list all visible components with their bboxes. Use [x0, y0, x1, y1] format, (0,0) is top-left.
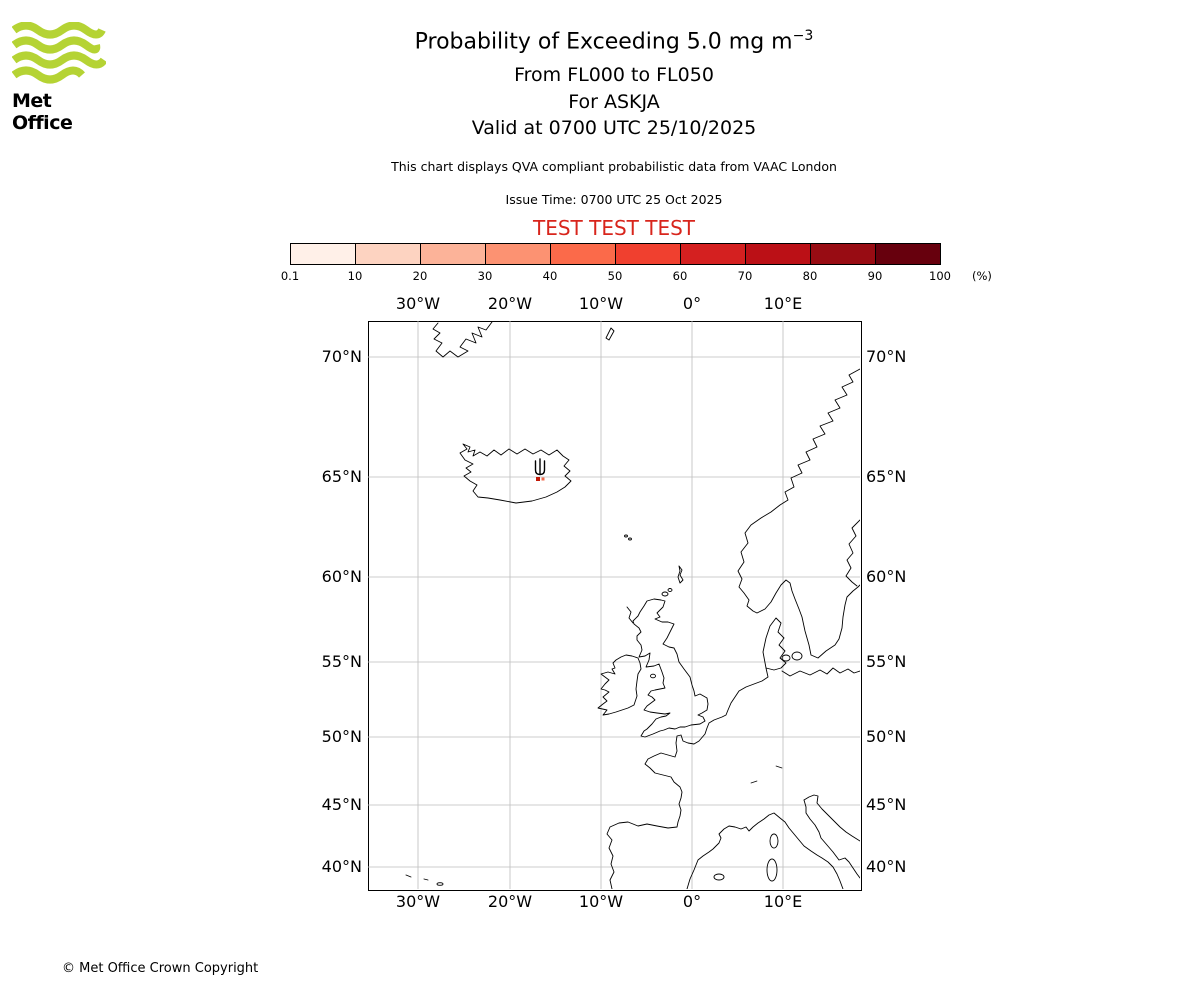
island-azores-2 [423, 878, 429, 881]
lat-label-60n-left: 60°N [321, 567, 362, 586]
lat-label-60n-right: 60°N [866, 567, 907, 586]
colorbar-tick: 0.1 [280, 269, 300, 283]
lat-label-55n-right: 55°N [866, 652, 907, 671]
lake-geneva [750, 780, 758, 784]
colorbar-tick-labels: 0.1 10 20 30 40 50 60 70 80 90 100 [281, 269, 1010, 285]
lon-label-20w-bottom: 20°W [487, 892, 533, 911]
qva-disclaimer: This chart displays QVA compliant probab… [391, 159, 837, 174]
met-office-logo: Met Office [11, 21, 112, 134]
coastline-norway-sweden [737, 368, 860, 659]
lon-label-0-bottom: 0° [682, 892, 702, 911]
lat-label-70n-right: 70°N [866, 347, 907, 366]
subtitle-flight-levels: From FL000 to FL050 [514, 64, 714, 86]
island-azores-1 [405, 874, 412, 878]
colorbar-segment [681, 244, 746, 264]
island-faroe-2 [628, 537, 632, 541]
colorbar-segment [876, 244, 940, 264]
colorbar-tick: 30 [477, 269, 493, 283]
lat-label-65n-left: 65°N [321, 467, 362, 486]
probability-area [536, 477, 545, 481]
colorbar-segment [811, 244, 876, 264]
colorbar-segment [746, 244, 811, 264]
coastlines [405, 321, 860, 889]
coastline-jan-mayen [605, 327, 615, 341]
colorbar-segment [356, 244, 421, 264]
lon-label-10w-bottom: 10°W [578, 892, 624, 911]
coastline-italy-east [803, 799, 860, 879]
lat-label-40n-left: 40°N [321, 857, 362, 876]
coastline-continental-west [606, 667, 769, 889]
colorbar-tick: 50 [607, 269, 623, 283]
island-orkney-1 [661, 591, 669, 597]
coastline-baltic-south [781, 667, 860, 677]
island-mallorca [713, 873, 725, 881]
island-zealand [791, 651, 803, 661]
probability-colorbar [290, 243, 941, 265]
colorbar-tick: 70 [737, 269, 753, 283]
colorbar-segment [486, 244, 551, 264]
lat-label-40n-right: 40°N [866, 857, 907, 876]
map-gridlines [368, 321, 860, 889]
lat-label-55n-left: 55°N [321, 652, 362, 671]
colorbar-segment [421, 244, 486, 264]
coastline-iceland [459, 443, 572, 504]
island-corsica [769, 833, 779, 849]
met-office-wordmark: Met Office [12, 90, 73, 134]
island-shetland [677, 565, 684, 584]
lake-constance [775, 765, 783, 769]
lon-label-30w-bottom: 30°W [395, 892, 441, 911]
lat-label-45n-right: 45°N [866, 795, 907, 814]
copyright-notice: © Met Office Crown Copyright [62, 961, 259, 976]
lat-label-50n-right: 50°N [866, 727, 907, 746]
coastline-adriatic-east [803, 794, 860, 842]
island-hebrides [626, 606, 634, 624]
coastline-mediterranean [686, 812, 844, 889]
colorbar-segment [616, 244, 681, 264]
page-title-exponent: −3 [792, 28, 814, 44]
lat-label-65n-right: 65°N [866, 467, 907, 486]
colorbar-segment [551, 244, 616, 264]
colorbar-segment [291, 244, 356, 264]
issue-time: Issue Time: 0700 UTC 25 Oct 2025 [505, 192, 723, 207]
coastline-sweden-east [845, 519, 860, 587]
test-banner: TEST TEST TEST [532, 216, 695, 240]
map-svg [368, 321, 860, 889]
met-office-logo-waves [11, 21, 108, 84]
island-azores-3 [436, 882, 444, 886]
lon-label-20w-top: 20°W [487, 294, 533, 313]
lat-label-45n-left: 45°N [321, 795, 362, 814]
colorbar-tick: 40 [542, 269, 558, 283]
page-title: Probability of Exceeding 5.0 mg m−3 [28, 28, 1200, 54]
lat-label-70n-left: 70°N [321, 347, 362, 366]
subtitle-valid-time: Valid at 0700 UTC 25/10/2025 [471, 117, 757, 139]
coastline-ireland [597, 654, 642, 716]
lon-label-0-top: 0° [682, 294, 702, 313]
lon-label-10w-top: 10°W [578, 294, 624, 313]
volcano-marker-icon [534, 458, 546, 476]
page-title-text: Probability of Exceeding 5.0 mg m [414, 29, 793, 55]
lon-label-10e-bottom: 10°E [763, 892, 803, 911]
lon-label-30w-top: 30°W [395, 294, 441, 313]
subtitle-volcano: For ASKJA [568, 91, 660, 113]
island-orkney-2 [667, 588, 673, 592]
coastline-denmark [762, 617, 787, 671]
coastline-great-britain [632, 598, 709, 738]
colorbar-tick: 10 [347, 269, 363, 283]
lat-label-50n-left: 50°N [321, 727, 362, 746]
colorbar-tick: 90 [867, 269, 883, 283]
colorbar-tick: 60 [672, 269, 688, 283]
coastline-greenland [432, 321, 493, 358]
island-sardinia [766, 858, 778, 882]
island-funen [781, 654, 791, 662]
colorbar-unit-label: (%) [972, 269, 992, 283]
colorbar-tick: 100 [929, 269, 951, 283]
island-man [650, 673, 656, 679]
map-frame [368, 321, 862, 891]
island-faroe-1 [624, 534, 628, 538]
lon-label-10e-top: 10°E [763, 294, 803, 313]
colorbar-tick: 20 [412, 269, 428, 283]
colorbar-tick: 80 [802, 269, 818, 283]
